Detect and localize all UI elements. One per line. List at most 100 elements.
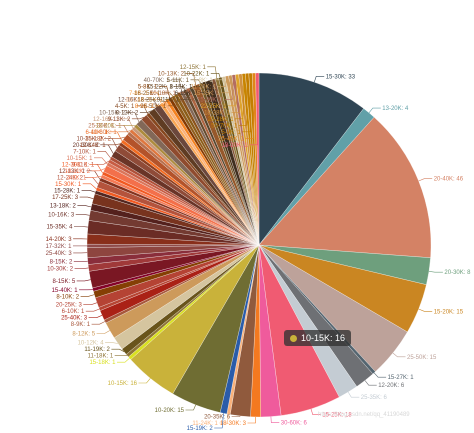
slice-label: 11-20K: 1 <box>191 84 217 90</box>
slice-label: 18-30K: 3 <box>220 421 247 427</box>
label-leader-line <box>139 110 152 113</box>
label-leader-line <box>418 308 433 312</box>
slice-label: 15-19K: 2 <box>187 426 214 432</box>
label-leader-line <box>310 408 321 416</box>
slice-label: 17-32K: 1 <box>45 244 72 250</box>
slice-label: 15-25K: 1 <box>194 91 221 97</box>
slice-label: 25-30K: 1 <box>88 123 115 129</box>
label-leader-line <box>174 86 186 90</box>
label-leader-line <box>112 136 126 139</box>
slice-label: 13-18K: 2 <box>50 204 77 210</box>
label-leader-line <box>245 73 255 139</box>
slice-label: 20-30K: 2 <box>73 143 100 149</box>
label-leader-line <box>180 86 192 100</box>
slice-label: 8-12K: 5 <box>72 332 95 338</box>
label-leader-line <box>221 75 231 94</box>
slice-label: 6-15K: 1 <box>180 97 203 103</box>
slice-label: 8-15K: 2 <box>50 260 73 266</box>
slice-label: 15-30K: 33 <box>326 74 356 80</box>
slice-label: 20-35K: 6 <box>204 415 231 421</box>
slice-label: 13-20K: 4 <box>382 106 409 112</box>
tooltip-color-dot <box>290 335 297 343</box>
label-leader-line <box>87 175 102 178</box>
label-leader-line <box>219 414 229 424</box>
slice-label: 8-10K: 2 <box>56 294 79 300</box>
slice-label: 11-24K: 1 <box>192 421 218 427</box>
pie-labels: 15-30K: 33 13-20K: 4 20-40K: 46 20-30K: 8 15… <box>45 65 471 432</box>
slice-label: 15-30K: 1 <box>55 182 82 188</box>
slice-label: 5-9K: 1 <box>221 130 241 136</box>
slice-label: 11-19K: 2 <box>84 347 110 353</box>
label-leader-line <box>77 205 92 208</box>
label-leader-line <box>80 294 95 297</box>
slice-label: 50-70K: 1 <box>211 123 238 129</box>
slice-label: 8-15K: 1 <box>170 84 193 90</box>
label-leader-line <box>228 74 238 107</box>
label-leader-line <box>185 404 196 411</box>
slice-label: 12-15K: 1 <box>180 65 207 71</box>
label-leader-line <box>96 330 110 334</box>
label-leader-line <box>231 415 241 417</box>
label-leader-line <box>164 94 176 100</box>
slice-label: 15-22K: 1 <box>147 84 174 90</box>
label-leader-line <box>364 380 377 386</box>
label-leader-line <box>314 76 325 83</box>
label-leader-line <box>238 73 248 126</box>
label-leader-line <box>428 271 443 273</box>
label-leader-line <box>161 92 174 97</box>
label-leader-line <box>203 79 214 100</box>
label-leader-line <box>74 267 89 270</box>
label-leader-line <box>171 79 183 92</box>
label-leader-line <box>117 357 130 363</box>
slice-label: 12-20K: 6 <box>378 383 405 389</box>
label-leader-line <box>73 260 88 263</box>
label-leader-line <box>198 80 209 94</box>
label-leader-line <box>249 72 258 146</box>
slice-label: 9-13K: 2 <box>108 117 131 123</box>
label-leader-line <box>373 372 387 378</box>
slice-label: 12-13K: 1 <box>59 169 86 175</box>
label-leader-line <box>118 130 131 133</box>
label-leader-line <box>155 99 168 107</box>
slice-label: 20-40K: 46 <box>434 177 464 183</box>
label-leader-line <box>74 226 88 228</box>
label-leader-line <box>83 302 98 306</box>
slice-label: 12-16K: 2 <box>118 97 145 103</box>
label-leader-line <box>81 190 96 193</box>
label-leader-line <box>177 88 189 94</box>
label-leader-line <box>214 76 224 81</box>
slice-label: 10-22K: 1 <box>183 71 210 77</box>
slice-label: 18-25K: 1 <box>137 97 164 103</box>
slice-label: 26-50K: 1 <box>140 104 167 110</box>
slice-label: 15-25K: 18 <box>322 413 352 419</box>
slice-label: 6-11K: 1 <box>85 130 108 136</box>
slice-label: 30-60K: 6 <box>281 421 308 427</box>
label-leader-line <box>270 416 280 423</box>
slice-label: 20-30K: 8 <box>444 270 471 276</box>
slice-label: 25-35K: 6 <box>361 395 388 401</box>
label-leader-line <box>347 391 360 398</box>
slice-label: 18-20K: 1 <box>222 143 249 149</box>
slice-label: 6-10K: 1 <box>62 309 85 315</box>
label-leader-line <box>76 279 91 282</box>
slice-label: 25-50K: 15 <box>407 355 437 361</box>
pie-slice[interactable] <box>258 72 364 246</box>
label-leader-line <box>107 143 120 146</box>
slice-label: 10-16K: 3 <box>48 212 75 218</box>
watermark-text: https://blog.csdn.net/qq_41190489 <box>318 412 410 418</box>
label-leader-line <box>158 86 171 98</box>
label-leader-line <box>95 160 110 165</box>
slice-label: 25-45K: 1 <box>218 136 245 142</box>
label-leader-line <box>75 214 90 216</box>
slice-label: 10-15K: 1 <box>66 156 93 162</box>
pie-slice[interactable] <box>258 117 432 258</box>
slice-label: 15-18K: 2 <box>85 136 112 142</box>
slice-label: 12-24K: 2 <box>57 175 84 181</box>
slice-label: 40-70K: 1 <box>144 78 171 84</box>
label-leader-line <box>152 99 165 102</box>
slice-label: 5-11K: 1 <box>167 78 190 84</box>
slice-label: 12-14K: 1 <box>80 143 107 149</box>
slice-label: 8-13K: 2 <box>116 110 139 116</box>
slice-label: 8-15K: 5 <box>53 279 76 285</box>
